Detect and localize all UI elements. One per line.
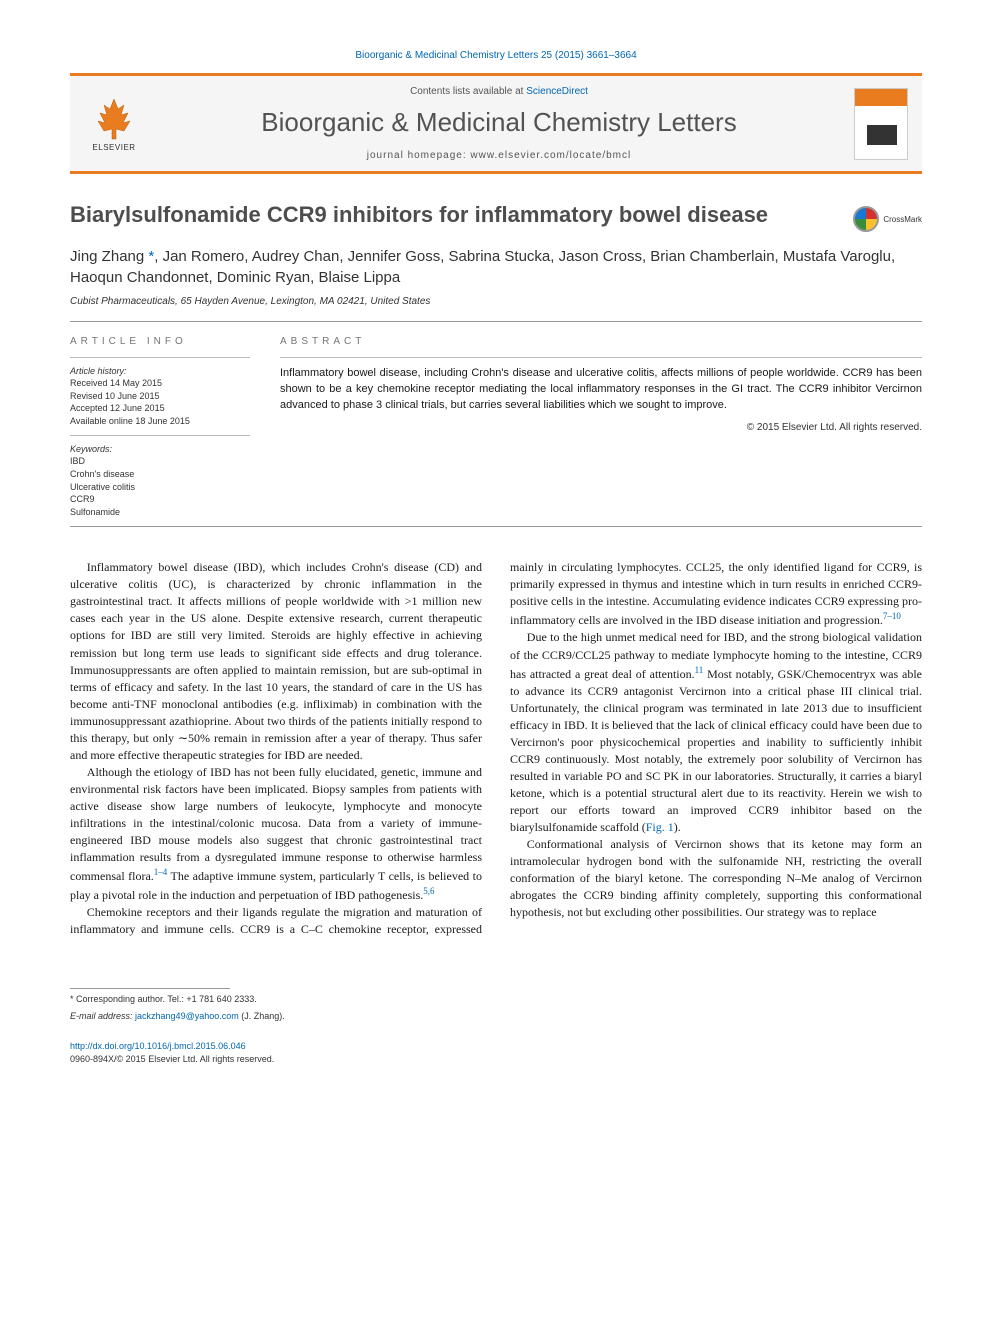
homepage-line: journal homepage: www.elsevier.com/locat… <box>160 150 838 161</box>
body-paragraph: Conformational analysis of Vercirnon sho… <box>510 836 922 921</box>
keyword: Sulfonamide <box>70 506 250 519</box>
history-revised: Revised 10 June 2015 <box>70 390 250 403</box>
history-received: Received 14 May 2015 <box>70 377 250 390</box>
keywords-label: Keywords: <box>70 444 250 454</box>
homepage-prefix: journal homepage: <box>367 150 471 161</box>
divider <box>70 526 922 527</box>
history-online: Available online 18 June 2015 <box>70 415 250 428</box>
email-suffix: (J. Zhang). <box>239 1011 285 1021</box>
elsevier-tree-icon <box>90 95 138 143</box>
info-divider <box>70 357 250 358</box>
elsevier-text: ELSEVIER <box>92 143 135 152</box>
body-text: Inflammatory bowel disease (IBD), which … <box>70 559 922 938</box>
article-info-column: ARTICLE INFO Article history: Received 1… <box>70 336 250 518</box>
issn-copyright: 0960-894X/© 2015 Elsevier Ltd. All right… <box>70 1053 922 1066</box>
abstract-copyright: © 2015 Elsevier Ltd. All rights reserved… <box>280 422 922 433</box>
crossmark-icon <box>853 206 879 232</box>
abstract-text: Inflammatory bowel disease, including Cr… <box>280 366 922 414</box>
affiliation: Cubist Pharmaceuticals, 65 Hayden Avenue… <box>70 296 922 307</box>
body-span: Most notably, GSK/Chemocentryx was able … <box>510 667 922 834</box>
body-paragraph: Inflammatory bowel disease (IBD), which … <box>70 559 482 763</box>
email-note: E-mail address: jackzhang49@yahoo.com (J… <box>70 1010 922 1023</box>
journal-header: ELSEVIER Contents lists available at Sci… <box>70 73 922 174</box>
elsevier-logo: ELSEVIER <box>84 89 144 159</box>
keyword: Ulcerative colitis <box>70 481 250 494</box>
body-span: ). <box>674 820 681 834</box>
body-paragraph: Due to the high unmet medical need for I… <box>510 629 922 835</box>
top-citation: Bioorganic & Medicinal Chemistry Letters… <box>70 50 922 61</box>
body-span: Although the etiology of IBD has not bee… <box>70 765 482 883</box>
corresponding-author-note: * Corresponding author. Tel.: +1 781 640… <box>70 993 922 1006</box>
keyword: CCR9 <box>70 493 250 506</box>
article-title: Biarylsulfonamide CCR9 inhibitors for in… <box>70 202 841 228</box>
abstract-column: ABSTRACT Inflammatory bowel disease, inc… <box>280 336 922 518</box>
history-label: Article history: <box>70 366 250 376</box>
abstract-heading: ABSTRACT <box>280 336 922 347</box>
article-info-heading: ARTICLE INFO <box>70 336 250 347</box>
footnote-divider <box>70 988 230 989</box>
keyword: IBD <box>70 455 250 468</box>
sciencedirect-link[interactable]: ScienceDirect <box>526 86 588 97</box>
history-accepted: Accepted 12 June 2015 <box>70 402 250 415</box>
bottom-metadata: http://dx.doi.org/10.1016/j.bmcl.2015.06… <box>70 1040 922 1065</box>
crossmark-badge[interactable]: CrossMark <box>853 206 922 232</box>
email-link[interactable]: jackzhang49@yahoo.com <box>135 1011 239 1021</box>
info-divider <box>70 435 250 436</box>
crossmark-text: CrossMark <box>883 215 922 224</box>
keyword: Crohn's disease <box>70 468 250 481</box>
citation-ref[interactable]: 11 <box>695 665 704 675</box>
journal-name: Bioorganic & Medicinal Chemistry Letters <box>160 107 838 138</box>
body-paragraph: Although the etiology of IBD has not bee… <box>70 764 482 904</box>
journal-cover-thumbnail <box>854 88 908 160</box>
citation-ref[interactable]: 1–4 <box>154 867 168 877</box>
contents-prefix: Contents lists available at <box>410 86 526 97</box>
doi-link[interactable]: http://dx.doi.org/10.1016/j.bmcl.2015.06… <box>70 1040 922 1053</box>
citation-ref[interactable]: 5,6 <box>423 886 434 896</box>
citation-ref[interactable]: 7–10 <box>883 611 901 621</box>
homepage-url[interactable]: www.elsevier.com/locate/bmcl <box>470 150 631 161</box>
abstract-divider <box>280 357 922 358</box>
figure-ref[interactable]: Fig. 1 <box>646 820 674 834</box>
contents-line: Contents lists available at ScienceDirec… <box>160 86 838 97</box>
email-label: E-mail address: <box>70 1011 135 1021</box>
authors-list: Jing Zhang *, Jan Romero, Audrey Chan, J… <box>70 246 922 288</box>
